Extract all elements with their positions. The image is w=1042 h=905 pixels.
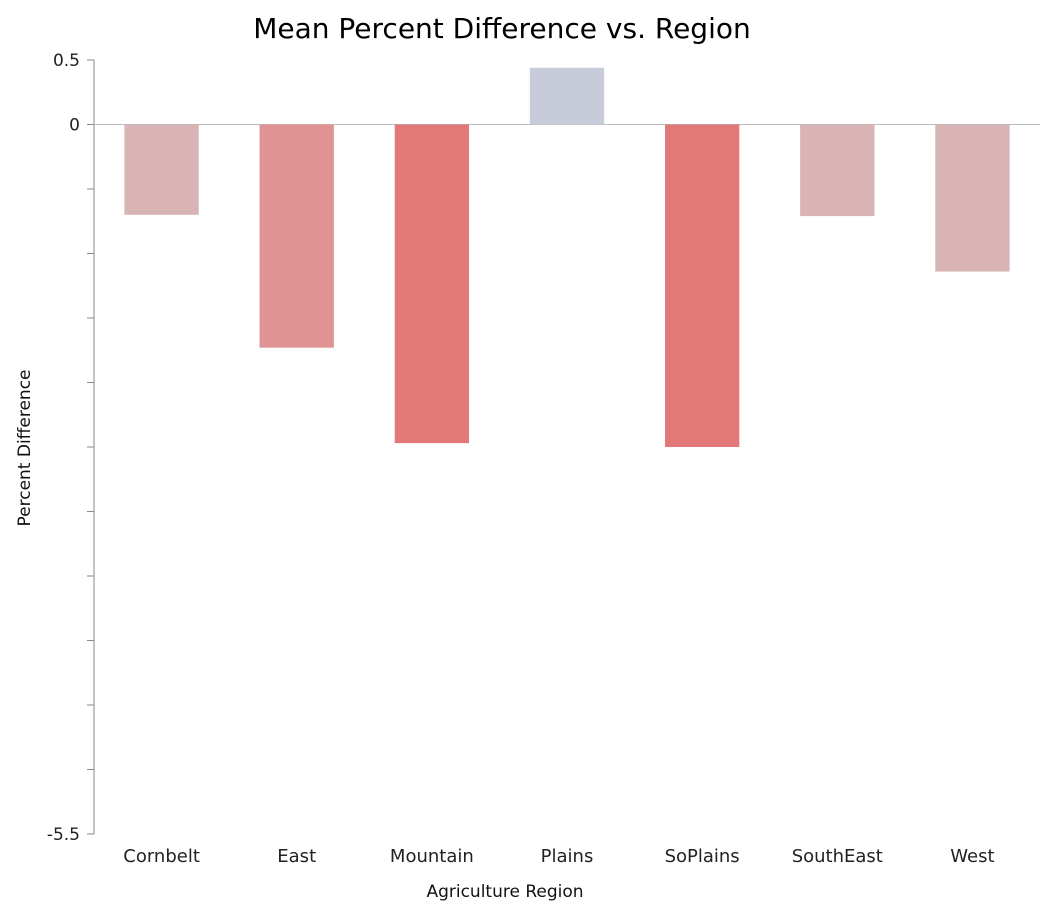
x-category-label: Cornbelt — [123, 846, 200, 867]
bar-southeast — [800, 124, 875, 217]
bar-east — [259, 124, 334, 348]
bars — [94, 67, 1040, 447]
y-axis-title: Percent Difference — [15, 369, 35, 526]
bar-plains — [529, 67, 605, 125]
x-category-label: East — [277, 846, 316, 867]
y-ticks: 0.5 0 -5.5 — [47, 51, 94, 845]
bar-soplains — [664, 124, 740, 447]
x-category-label: SouthEast — [792, 846, 883, 867]
x-category-labels: Cornbelt East Mountain Plains SoPlains SouthE… — [123, 846, 994, 867]
bar-mountain — [394, 124, 470, 444]
bar-cornbelt — [124, 124, 199, 215]
chart-title: Mean Percent Difference vs. Region — [253, 12, 751, 45]
x-category-label: SoPlains — [665, 846, 740, 867]
y-tick-label: 0.5 — [53, 51, 80, 71]
y-tick-label: 0 — [69, 116, 80, 136]
x-category-label: Mountain — [390, 846, 474, 867]
x-category-label: Plains — [541, 846, 594, 867]
y-tick-label: -5.5 — [47, 825, 80, 845]
x-category-label: West — [950, 846, 994, 867]
x-axis-title: Agriculture Region — [426, 882, 583, 902]
bar-west — [935, 124, 1010, 272]
